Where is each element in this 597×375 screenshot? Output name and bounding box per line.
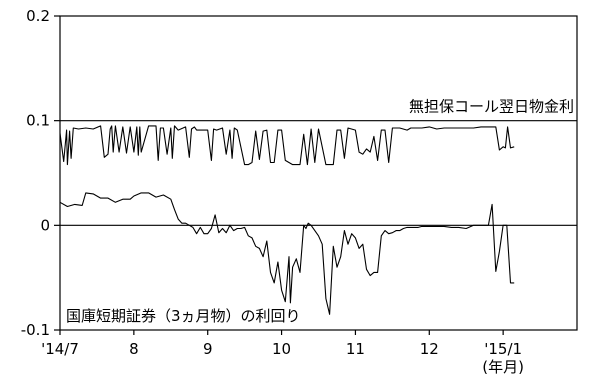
reference-lines xyxy=(60,120,577,226)
x-tick-label-2: 9 xyxy=(203,340,213,358)
series-line-0 xyxy=(59,125,515,166)
x-axis: '14/7 8 9 10 11 12 '15/1 xyxy=(41,330,522,358)
series-layer xyxy=(59,125,515,315)
plot-area-frame xyxy=(59,15,578,331)
series-label-1: 国庫短期証券（3ヵ月物）の利回り xyxy=(66,307,301,325)
x-axis-unit-label: (年月) xyxy=(482,358,524,375)
y-tick-label-0: 0.2 xyxy=(26,7,50,25)
series-line-1 xyxy=(59,192,515,315)
x-tick-label-1: 8 xyxy=(129,340,139,358)
x-tick-label-0: '14/7 xyxy=(41,340,79,358)
x-tick-label-6: '15/1 xyxy=(484,340,522,358)
series-label-0: 無担保コール翌日物金利 xyxy=(409,98,574,116)
y-tick-label-2: 0 xyxy=(40,216,50,234)
x-tick-label-4: 11 xyxy=(346,340,365,358)
y-tick-label-3: -0.1 xyxy=(21,321,50,339)
y-axis: 0.2 0.1 0 -0.1 xyxy=(21,7,60,339)
x-tick-label-5: 12 xyxy=(420,340,439,358)
y-tick-label-1: 0.1 xyxy=(26,112,50,130)
x-tick-label-3: 10 xyxy=(272,340,291,358)
